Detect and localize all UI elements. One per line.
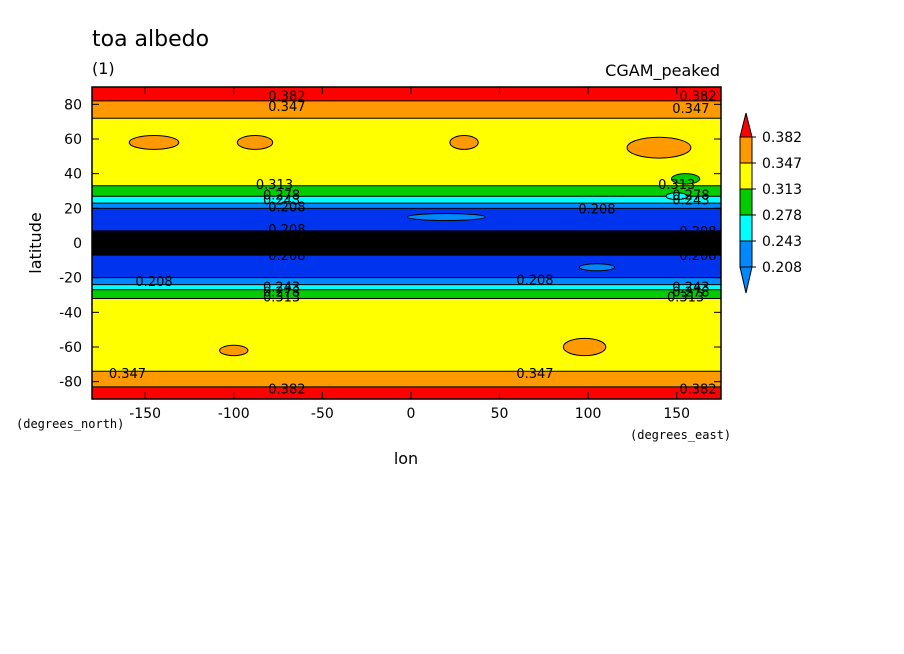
contour-label-18: 0.243 <box>263 280 300 295</box>
colorbar-label-2: 0.313 <box>762 182 802 198</box>
y-tick-label-1: -60 <box>59 340 82 356</box>
contour-label-22: 0.278 <box>672 286 709 301</box>
y-axis-ticks: -80 -60 -40 -20 0 20 40 60 80 <box>59 97 721 391</box>
y-tick-label-7: 60 <box>64 132 82 148</box>
x-tick-label-1: -100 <box>218 406 250 422</box>
albedo-patch-0 <box>128 135 180 150</box>
contour-label-9: 0.278 <box>672 188 709 203</box>
albedo-band-5 <box>92 203 721 209</box>
colorbar: 0.382 0.347 0.313 0.278 0.243 0.208 <box>739 112 802 294</box>
albedo-band-3 <box>92 185 721 197</box>
contour-label-8: 0.313 <box>658 178 695 193</box>
y-tick-label-5: 20 <box>64 201 82 217</box>
albedo-patch-8 <box>406 213 486 221</box>
albedo-band-1 <box>92 100 721 119</box>
albedo-band-7 <box>92 230 721 256</box>
x-axis-ticks: -150 -100 -50 0 50 100 150 <box>129 87 690 422</box>
contour-label-14: 0.208 <box>679 225 716 240</box>
albedo-patch-5 <box>562 337 607 357</box>
x-tick-label-0: -150 <box>129 406 161 422</box>
x-tick-label-4: 50 <box>491 406 509 422</box>
albedo-band-10 <box>92 284 721 290</box>
y-tick-label-8: 80 <box>64 97 82 113</box>
contour-label-23: 0.313 <box>667 291 704 306</box>
albedo-band-9 <box>92 277 721 285</box>
contour-label-24: 0.347 <box>109 367 146 382</box>
contour-label-0: 0.382 <box>268 90 305 105</box>
x-axis-label: lon <box>394 449 418 468</box>
colorbar-label-3: 0.278 <box>762 208 802 224</box>
contour-label-3: 0.347 <box>672 102 709 117</box>
albedo-band-2 <box>92 118 721 186</box>
x-tick-label-6: 150 <box>663 406 690 422</box>
albedo-bands <box>92 87 721 399</box>
albedo-patch-7 <box>665 192 688 201</box>
y-axis-label: latitude <box>26 212 45 273</box>
contour-label-26: 0.382 <box>268 383 305 398</box>
colorbar-label-0: 0.382 <box>762 130 802 146</box>
albedo-patch-1 <box>236 135 274 150</box>
contour-label-15: 0.208 <box>679 249 716 264</box>
albedo-band-11 <box>92 289 721 299</box>
x-tick-label-2: -50 <box>311 406 334 422</box>
x-units-label: (degrees_east) <box>630 428 731 442</box>
colorbar-label-1: 0.347 <box>762 156 802 172</box>
colorbar-segment-1 <box>739 136 753 164</box>
colorbar-label-5: 0.208 <box>762 260 802 276</box>
y-tick-label-3: -20 <box>59 271 82 287</box>
colorbar-segment-3 <box>739 188 753 216</box>
colorbar-segment-4 <box>739 214 753 242</box>
albedo-band-4 <box>92 196 721 204</box>
albedo-patch-6 <box>670 173 701 185</box>
contour-label-6: 0.243 <box>263 194 300 209</box>
albedo-band-6 <box>92 208 721 231</box>
y-tick-label-4: 0 <box>73 236 82 252</box>
dataset-label: CGAM_peaked <box>605 61 720 81</box>
x-tick-label-3: 0 <box>406 406 415 422</box>
contour-label-16: 0.208 <box>135 275 172 290</box>
contour-label-25: 0.347 <box>516 367 553 382</box>
chart-title: toa albedo <box>92 27 209 52</box>
albedo-band-14 <box>92 386 721 399</box>
albedo-patches <box>128 135 701 357</box>
colorbar-top-arrow <box>739 112 753 138</box>
albedo-band-8 <box>92 255 721 278</box>
contour-label-21: 0.243 <box>672 280 709 295</box>
contour-label-17: 0.208 <box>516 273 553 288</box>
y-units-label: (degrees_north) <box>16 417 124 431</box>
contour-label-27: 0.382 <box>679 383 716 398</box>
y-tick-label-2: -40 <box>59 305 82 321</box>
contour-label-10: 0.243 <box>672 194 709 209</box>
albedo-patch-9 <box>578 263 616 272</box>
y-tick-label-0: -80 <box>59 375 82 391</box>
contour-label-11: 0.208 <box>578 202 615 217</box>
contour-label-12: 0.208 <box>268 223 305 238</box>
colorbar-segment-2 <box>739 162 753 190</box>
contour-label-19: 0.278 <box>263 286 300 301</box>
albedo-patch-2 <box>449 135 479 150</box>
colorbar-segment-5 <box>739 240 753 268</box>
contour-label-2: 0.382 <box>679 90 716 105</box>
contour-label-20: 0.313 <box>263 291 300 306</box>
contour-label-13: 0.208 <box>268 249 305 264</box>
y-tick-label-6: 40 <box>64 167 82 183</box>
colorbar-label-4: 0.243 <box>762 234 802 250</box>
albedo-patch-4 <box>219 344 249 357</box>
x-tick-label-5: 100 <box>575 406 602 422</box>
albedo-band-13 <box>92 371 721 387</box>
contour-labels: 0.3820.3470.3820.3470.3130.2780.2430.208… <box>109 90 717 398</box>
chart-units: (1) <box>92 59 115 78</box>
albedo-band-12 <box>92 298 721 372</box>
albedo-patch-3 <box>626 136 692 159</box>
contour-label-7: 0.208 <box>268 201 305 216</box>
colorbar-bottom-arrow <box>739 266 753 294</box>
contour-label-5: 0.278 <box>263 188 300 203</box>
contour-label-4: 0.313 <box>256 178 293 193</box>
contour-label-1: 0.347 <box>268 100 305 115</box>
albedo-band-0 <box>92 87 721 101</box>
